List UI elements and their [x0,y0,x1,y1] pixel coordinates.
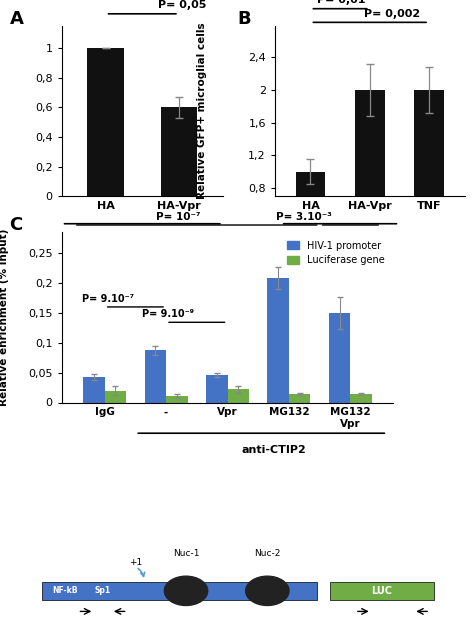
Bar [267,278,289,402]
Bar [145,350,166,402]
Text: P= 3.10⁻³: P= 3.10⁻³ [276,212,332,222]
Bar [350,394,372,402]
Text: P= 9.10⁻⁷: P= 9.10⁻⁷ [82,294,134,303]
Text: Sp1: Sp1 [94,586,110,595]
Text: NF-kB: NF-kB [52,586,78,595]
Bar [206,375,228,402]
FancyBboxPatch shape [330,582,434,600]
Y-axis label: Relative GFP+ microglial cells: Relative GFP+ microglial cells [197,23,207,200]
Text: A: A [9,10,23,28]
Bar [296,172,325,254]
Bar [329,313,350,402]
Text: P= 10⁻⁷: P= 10⁻⁷ [155,212,200,222]
Legend: HIV-1 promoter, Luciferase gene: HIV-1 promoter, Luciferase gene [283,237,389,269]
Bar [83,377,105,402]
Bar [414,90,444,254]
FancyArrowPatch shape [138,569,145,576]
Text: B: B [237,10,251,28]
Text: Nuc-1: Nuc-1 [173,549,199,558]
Bar [166,396,188,402]
Text: P= 9.10⁻⁹: P= 9.10⁻⁹ [142,309,194,319]
Bar [105,390,126,402]
Bar [161,108,197,196]
Bar [355,90,384,254]
Text: C: C [9,216,23,234]
Bar [289,394,310,402]
Text: anti-CTIP2: anti-CTIP2 [242,445,306,455]
Text: Nuc-2: Nuc-2 [254,549,281,558]
Y-axis label: Relative enrichment (% input): Relative enrichment (% input) [0,229,9,406]
Bar [87,48,124,196]
Text: P= 0,002: P= 0,002 [365,9,420,19]
Text: LUC: LUC [372,586,392,596]
Circle shape [164,576,208,605]
Text: VLP: VLP [326,236,349,245]
FancyBboxPatch shape [42,582,318,600]
Text: +1: +1 [129,558,143,567]
Text: P= 0,05: P= 0,05 [158,1,207,10]
Text: VLP: VLP [130,236,154,245]
Circle shape [246,576,289,605]
Bar [228,390,249,402]
Text: P= 0,01: P= 0,01 [317,0,365,5]
